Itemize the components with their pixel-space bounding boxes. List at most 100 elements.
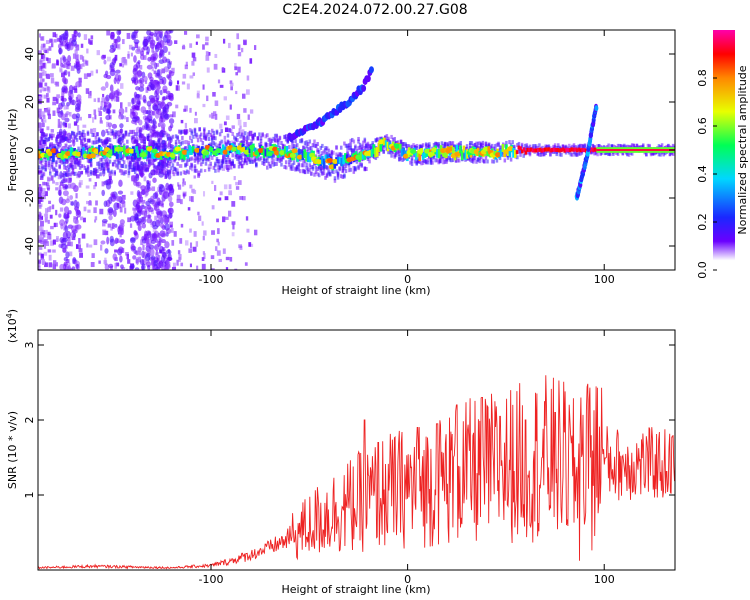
- heat-cell: [225, 267, 229, 270]
- heat-cell: [549, 152, 552, 157]
- heat-cell: [66, 138, 69, 143]
- heat-cell: [55, 209, 58, 216]
- heat-cell: [93, 171, 96, 176]
- heat-cell: [153, 259, 158, 267]
- heat-cell: [82, 217, 86, 223]
- heat-cell: [311, 166, 315, 171]
- heat-cell: [245, 140, 249, 145]
- heat-cell: [347, 145, 351, 150]
- heat-cell: [448, 157, 452, 162]
- heat-cell: [78, 135, 82, 140]
- heat-cell: [119, 123, 124, 129]
- heat-cell: [424, 159, 428, 164]
- heat-cell: [64, 165, 68, 170]
- heat-cell: [450, 158, 453, 163]
- heat-cell: [479, 143, 483, 148]
- heat-cell: [289, 164, 293, 169]
- heat-cell: [177, 139, 181, 144]
- heat-cell: [160, 117, 166, 123]
- heat-cell: [120, 83, 124, 89]
- heat-cell: [141, 152, 148, 158]
- heat-cell: [278, 158, 282, 163]
- heat-cell: [236, 156, 239, 161]
- heat-cell: [570, 147, 574, 152]
- heat-cell: [571, 152, 574, 157]
- heat-cell: [386, 141, 390, 152]
- heat-cell: [47, 231, 51, 236]
- heat-cell: [163, 145, 167, 150]
- heat-cell: [321, 171, 324, 176]
- heat-cell: [93, 239, 98, 246]
- heat-cell: [41, 259, 45, 265]
- heat-cell: [65, 214, 70, 219]
- heat-cell: [151, 209, 154, 215]
- heat-cell: [117, 190, 124, 195]
- heat-cell: [259, 139, 263, 144]
- heat-cell: [442, 143, 445, 148]
- heat-cell: [62, 76, 67, 84]
- heat-cell: [229, 104, 232, 110]
- heat-cell: [339, 145, 343, 150]
- heat-cell: [231, 132, 234, 137]
- heat-cell: [53, 39, 57, 43]
- heat-cell: [129, 155, 132, 160]
- heat-cell: [203, 253, 206, 260]
- heat-cell: [133, 248, 137, 255]
- heat-cell: [324, 154, 328, 162]
- heat-cell: [249, 58, 253, 64]
- heat-cell: [44, 109, 48, 114]
- heat-cell: [237, 164, 241, 169]
- heat-cell: [216, 250, 221, 256]
- heat-cell: [41, 121, 44, 128]
- heat-cell: [94, 216, 98, 221]
- heat-cell: [233, 163, 236, 168]
- heat-cell: [241, 93, 246, 99]
- heat-cell: [209, 161, 212, 166]
- heat-cell: [649, 152, 653, 157]
- heat-cell: [83, 133, 87, 138]
- heat-cell: [236, 33, 240, 40]
- heat-cell: [66, 168, 69, 173]
- heat-cell: [259, 156, 263, 161]
- heat-cell: [177, 155, 181, 160]
- heat-cell: [221, 67, 225, 72]
- heat-cell: [505, 152, 508, 157]
- heat-cell: [328, 172, 332, 177]
- heat-cell: [91, 140, 94, 145]
- heat-cell: [630, 143, 634, 148]
- heat-cell: [193, 175, 196, 179]
- heat-cell: [302, 145, 305, 150]
- heat-cell: [170, 146, 173, 151]
- heat-cell: [542, 152, 546, 157]
- heat-cell: [490, 143, 494, 148]
- heat-cell: [58, 213, 62, 218]
- heat-cell: [47, 137, 50, 142]
- heat-cell: [75, 193, 78, 199]
- heat-cell: [591, 148, 595, 153]
- heat-cell: [97, 164, 101, 169]
- heat-cell: [143, 163, 146, 168]
- heat-cell: [64, 172, 68, 177]
- heat-cell: [489, 146, 492, 151]
- heat-cell: [618, 143, 621, 148]
- heat-cell: [127, 155, 131, 160]
- heat-cell: [478, 146, 481, 151]
- top-x-tick-label: 0: [404, 273, 411, 286]
- heat-cell: [239, 156, 242, 161]
- heat-cell: [142, 55, 147, 60]
- heat-cell: [170, 166, 173, 171]
- heat-cell: [495, 152, 502, 158]
- heat-cell: [177, 250, 181, 255]
- heat-cell: [201, 141, 205, 146]
- heat-cell: [561, 144, 565, 149]
- heat-cell: [181, 135, 184, 140]
- heat-cell: [206, 95, 209, 102]
- heat-cell: [302, 159, 305, 164]
- heat-cell: [239, 153, 242, 158]
- heat-cell: [114, 38, 118, 46]
- heat-cell: [111, 223, 115, 229]
- heat-cell: [160, 166, 164, 171]
- heat-cell: [57, 43, 62, 49]
- heat-cell: [344, 153, 347, 161]
- heat-cell: [267, 137, 271, 142]
